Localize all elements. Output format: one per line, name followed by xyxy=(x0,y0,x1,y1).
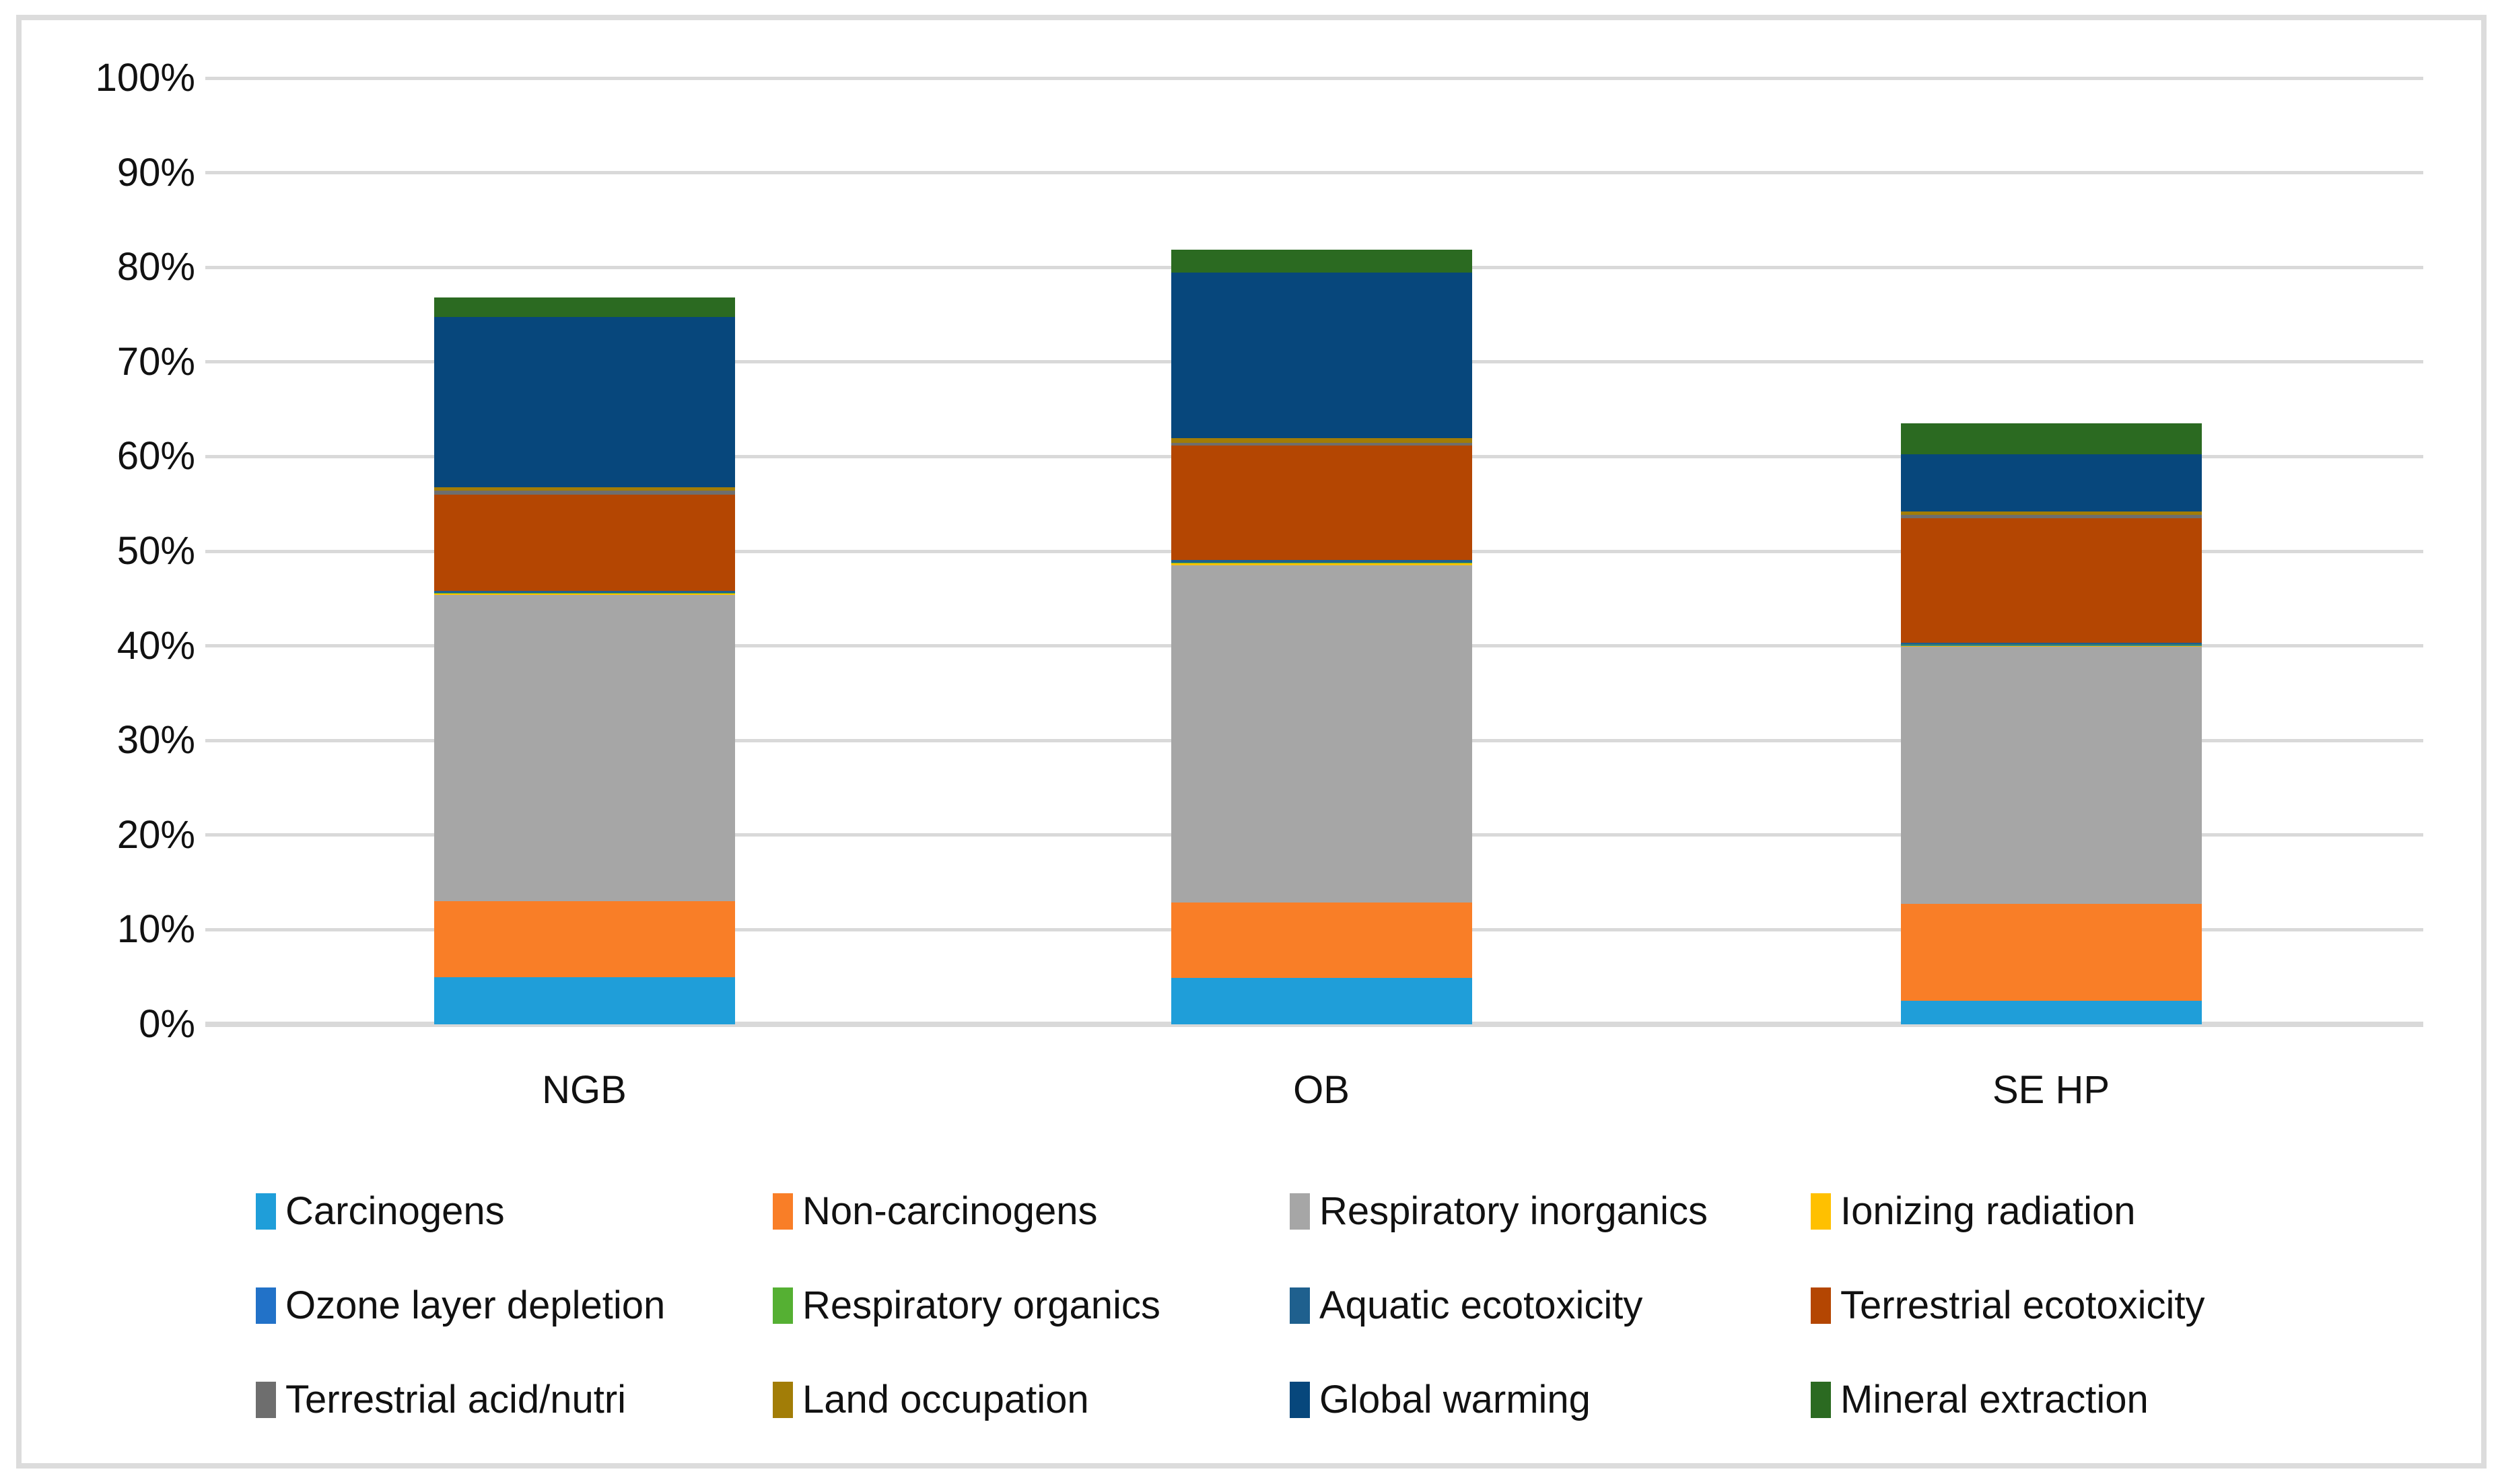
legend-item-aquatic-ecotoxicity: Aquatic ecotoxicity xyxy=(1290,1285,1642,1326)
x-axis-label-ob: OB xyxy=(1293,1068,1350,1112)
x-axis-label-ngb: NGB xyxy=(542,1068,627,1112)
legend-swatch-mineral-extraction xyxy=(1811,1382,1831,1418)
bar-segment-non-carcinogens-se-hp xyxy=(1901,904,2202,1001)
bar-segment-mineral-extraction-ngb xyxy=(434,297,735,318)
bar-segment-terrestrial-ecotoxicity-ngb xyxy=(434,494,735,592)
bar-segment-mineral-extraction-ob xyxy=(1171,250,1472,273)
y-axis-tick-50pct: 50% xyxy=(116,529,195,573)
bar-segment-ionizing-radiation-se-hp xyxy=(1901,645,2202,647)
bar-segment-respiratory-inorganics-ngb xyxy=(434,594,735,902)
bar-segment-non-carcinogens-ngb xyxy=(434,901,735,977)
bar-se-hp xyxy=(1901,423,2202,1024)
gridline-0pct xyxy=(205,1022,2423,1027)
legend-swatch-terrestrial-ecotoxicity xyxy=(1811,1287,1831,1324)
bar-segment-terrestrial-ecotoxicity-ob xyxy=(1171,446,1472,561)
legend-item-terrestrial-ecotoxicity: Terrestrial ecotoxicity xyxy=(1811,1285,2204,1326)
y-axis-tick-100pct: 100% xyxy=(95,56,195,100)
bar-segment-carcinogens-ob xyxy=(1171,978,1472,1024)
bar-segment-global-warming-ob xyxy=(1171,273,1472,439)
bar-segment-mineral-extraction-se-hp xyxy=(1901,423,2202,455)
bar-segment-ozone-layer-depletion-se-hp xyxy=(1901,645,2202,646)
gridline-90pct xyxy=(205,171,2423,175)
legend-label-land-occupation: Land occupation xyxy=(802,1378,1089,1421)
legend-swatch-respiratory-organics xyxy=(773,1287,793,1324)
bar-segment-land-occupation-ob xyxy=(1171,438,1472,443)
bar-segment-ozone-layer-depletion-ob xyxy=(1171,563,1472,564)
bar-segment-respiratory-inorganics-ob xyxy=(1171,565,1472,903)
legend-item-global-warming: Global warming xyxy=(1290,1380,1591,1420)
y-axis-tick-10pct: 10% xyxy=(116,907,195,952)
x-axis-label-se-hp: SE HP xyxy=(1992,1068,2110,1112)
legend-label-respiratory-organics: Respiratory organics xyxy=(802,1283,1160,1327)
bar-segment-respiratory-inorganics-se-hp xyxy=(1901,647,2202,905)
y-axis-tick-40pct: 40% xyxy=(116,623,195,668)
legend-item-terrestrial-acid-nutri: Terrestrial acid/nutri xyxy=(256,1380,626,1420)
legend-swatch-respiratory-inorganics xyxy=(1290,1193,1310,1230)
legend-item-non-carcinogens: Non-carcinogens xyxy=(773,1191,1097,1232)
legend-label-terrestrial-acid-nutri: Terrestrial acid/nutri xyxy=(285,1378,627,1421)
y-axis-tick-80pct: 80% xyxy=(116,245,195,289)
bar-segment-aquatic-ecotoxicity-se-hp xyxy=(1901,643,2202,645)
bar-segment-ionizing-radiation-ob xyxy=(1171,563,1472,566)
bar-ob xyxy=(1171,250,1472,1024)
legend-item-respiratory-inorganics: Respiratory inorganics xyxy=(1290,1191,1708,1232)
bar-segment-terrestrial-acid-nutri-se-hp xyxy=(1901,514,2202,518)
legend-label-terrestrial-ecotoxicity: Terrestrial ecotoxicity xyxy=(1840,1283,2205,1327)
legend-item-ozone-layer-depletion: Ozone layer depletion xyxy=(256,1285,665,1326)
y-axis-tick-90pct: 90% xyxy=(116,150,195,195)
legend-item-mineral-extraction: Mineral extraction xyxy=(1811,1380,2149,1420)
legend-label-respiratory-inorganics: Respiratory inorganics xyxy=(1319,1189,1708,1233)
bar-segment-carcinogens-se-hp xyxy=(1901,1000,2202,1024)
legend-label-carcinogens: Carcinogens xyxy=(285,1189,505,1233)
legend-label-global-warming: Global warming xyxy=(1319,1378,1591,1421)
legend-label-aquatic-ecotoxicity: Aquatic ecotoxicity xyxy=(1319,1283,1643,1327)
bar-segment-terrestrial-acid-nutri-ob xyxy=(1171,442,1472,446)
bar-segment-carcinogens-ngb xyxy=(434,977,735,1024)
bar-segment-global-warming-se-hp xyxy=(1901,454,2202,511)
bar-segment-aquatic-ecotoxicity-ob xyxy=(1171,560,1472,563)
bar-segment-global-warming-ngb xyxy=(434,317,735,488)
legend-swatch-ionizing-radiation xyxy=(1811,1193,1831,1230)
legend-swatch-ozone-layer-depletion xyxy=(256,1287,276,1324)
legend-swatch-global-warming xyxy=(1290,1382,1310,1418)
bar-segment-land-occupation-ngb xyxy=(434,487,735,491)
legend-label-mineral-extraction: Mineral extraction xyxy=(1840,1378,2149,1421)
legend-item-land-occupation: Land occupation xyxy=(773,1380,1089,1420)
y-axis-tick-30pct: 30% xyxy=(116,718,195,763)
legend-label-ozone-layer-depletion: Ozone layer depletion xyxy=(285,1283,666,1327)
y-axis-tick-70pct: 70% xyxy=(116,339,195,384)
legend-item-respiratory-organics: Respiratory organics xyxy=(773,1285,1160,1326)
gridline-100pct xyxy=(205,76,2423,80)
bar-segment-non-carcinogens-ob xyxy=(1171,902,1472,979)
legend-label-non-carcinogens: Non-carcinogens xyxy=(802,1189,1098,1233)
bar-segment-terrestrial-acid-nutri-ngb xyxy=(434,491,735,495)
bar-segment-terrestrial-ecotoxicity-se-hp xyxy=(1901,518,2202,643)
y-axis-tick-20pct: 20% xyxy=(116,812,195,857)
legend-label-ionizing-radiation: Ionizing radiation xyxy=(1840,1189,2136,1233)
bar-segment-land-occupation-se-hp xyxy=(1901,511,2202,515)
legend-swatch-land-occupation xyxy=(773,1382,793,1418)
bar-segment-respiratory-organics-ngb xyxy=(434,592,735,594)
legend-swatch-carcinogens xyxy=(256,1193,276,1230)
bar-ngb xyxy=(434,297,735,1024)
legend-swatch-terrestrial-acid-nutri xyxy=(256,1382,276,1418)
y-axis-tick-0pct: 0% xyxy=(139,1002,195,1046)
legend-item-carcinogens: Carcinogens xyxy=(256,1191,505,1232)
legend-swatch-aquatic-ecotoxicity xyxy=(1290,1287,1310,1324)
chart-outer-border xyxy=(16,15,2487,1469)
bar-segment-aquatic-ecotoxicity-ngb xyxy=(434,591,735,593)
legend-swatch-non-carcinogens xyxy=(773,1193,793,1230)
y-axis-tick-60pct: 60% xyxy=(116,434,195,479)
legend-item-ionizing-radiation: Ionizing radiation xyxy=(1811,1191,2136,1232)
